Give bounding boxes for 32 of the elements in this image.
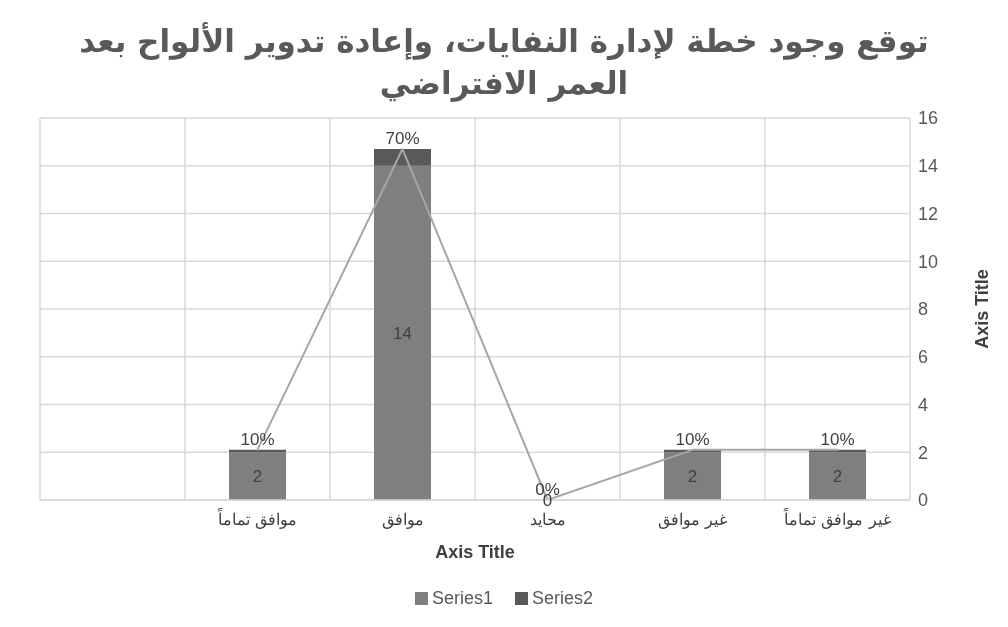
x-tick-label: موافق تماماً xyxy=(216,507,298,530)
data-label: 2 xyxy=(832,467,843,487)
data-label: 14 xyxy=(393,323,412,343)
y-tick-label: 10 xyxy=(918,251,939,272)
legend-label: Series2 xyxy=(531,588,594,609)
bar xyxy=(229,452,286,500)
y-tick-label: 6 xyxy=(918,347,929,368)
bar xyxy=(374,165,431,500)
x-tick-label: غير موافق xyxy=(657,510,728,530)
legend-label: Series1 xyxy=(430,588,493,609)
x-axis-title: Axis Title xyxy=(435,542,515,562)
bar xyxy=(809,452,866,500)
y-tick-label: 16 xyxy=(918,108,939,129)
y-tick-label: 8 xyxy=(918,299,929,320)
data-label: 2 xyxy=(687,467,698,487)
bar xyxy=(374,149,431,166)
chart-title: توقع وجود خطة لإدارة النفايات، وإعادة تدوير الألواح بعد العمر الافتراضي xyxy=(78,21,930,104)
y-tick-label: 12 xyxy=(918,203,939,224)
data-label: 10% xyxy=(675,429,710,449)
y-tick-label: 4 xyxy=(918,394,929,415)
bar xyxy=(664,452,721,500)
data-label: 2 xyxy=(252,467,263,487)
data-label: 10% xyxy=(820,429,855,449)
x-tick-label: غير موافق تماماً xyxy=(783,507,891,530)
y-tick-label: 0 xyxy=(918,490,929,511)
data-label: 70% xyxy=(385,129,420,149)
y-tick-label: 14 xyxy=(918,156,939,177)
data-label: 10% xyxy=(240,429,275,449)
y-axis-title: Axis Title xyxy=(972,269,993,349)
x-tick-label: موافق xyxy=(381,510,424,530)
y-tick-label: 2 xyxy=(918,442,929,463)
x-tick-label: محايد xyxy=(529,510,566,530)
